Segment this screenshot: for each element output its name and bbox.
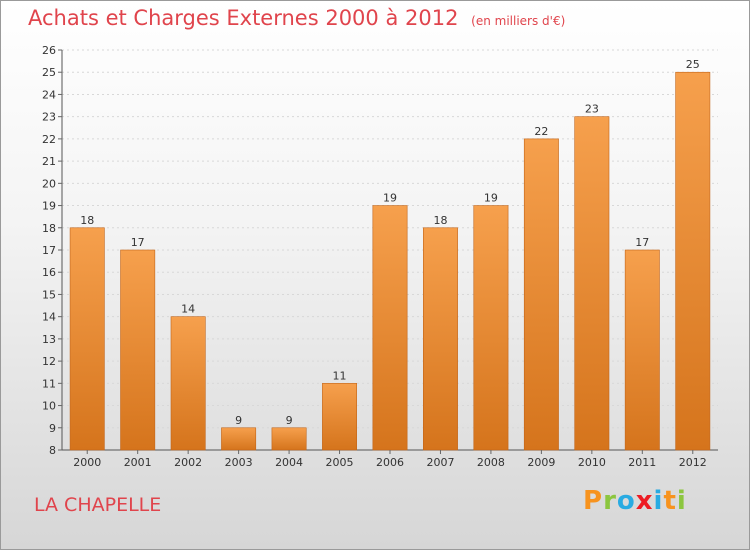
x-tick-label: 2010 (578, 456, 606, 469)
logo-letter: o (616, 486, 636, 516)
place-name: LA CHAPELLE (34, 494, 162, 516)
bar (523, 138, 559, 451)
bars: 18 17 14 9 9 11 19 18 19 22 23 17 25 (69, 58, 711, 451)
y-tick-label: 16 (42, 266, 56, 279)
x-tick-label: 2006 (376, 456, 404, 469)
y-tick-label: 10 (42, 400, 56, 413)
y-tick-label: 23 (42, 111, 56, 124)
chart-title-text: Achats et Charges Externes 2000 à 2012 (28, 6, 459, 30)
x-tick-label: 2004 (275, 456, 303, 469)
x-tick-label: 2011 (628, 456, 656, 469)
bar-value-label: 9 (286, 414, 293, 427)
bar (675, 71, 711, 451)
bar (322, 383, 357, 451)
logo-letter: i (653, 486, 664, 516)
x-tick-labels: 2000 2001 2002 2003 2004 2005 2006 2007 2008 2009… (73, 450, 707, 469)
y-tick-label: 8 (49, 444, 56, 457)
bar (372, 205, 408, 451)
bar-value-label: 23 (585, 103, 599, 116)
y-tick-label: 21 (42, 155, 56, 168)
x-tick-label: 2009 (527, 456, 555, 469)
bar-value-label: 9 (235, 414, 242, 427)
x-tick-label: 2012 (679, 456, 707, 469)
bar (574, 116, 610, 451)
x-tick-label: 2005 (326, 456, 354, 469)
y-tick-label: 19 (42, 200, 56, 213)
y-tick-label: 25 (42, 66, 56, 79)
y-tick-label: 13 (42, 333, 56, 346)
logo-letter: r (603, 486, 617, 516)
bar-value-label: 17 (131, 236, 145, 249)
y-tick-label: 11 (42, 377, 56, 390)
bar-value-label: 18 (433, 214, 447, 227)
proxiti-logo: Proxiti (583, 486, 687, 516)
y-tick-labels: 8 9 10 11 12 13 14 15 16 17 18 19 20 21 22 23 24 25 26 (42, 44, 62, 457)
bar (221, 427, 257, 451)
bar-value-label: 19 (383, 192, 397, 205)
chart-units: (en milliers d'€) (471, 14, 566, 28)
bar-value-label: 25 (686, 58, 700, 71)
bar-value-label: 14 (181, 303, 195, 316)
bar-value-label: 19 (484, 192, 498, 205)
x-tick-label: 2007 (426, 456, 454, 469)
chart-title: Achats et Charges Externes 2000 à 2012 (… (28, 6, 565, 30)
bar (120, 249, 156, 451)
bar (473, 205, 509, 451)
bar (624, 249, 660, 451)
bar-value-label: 18 (80, 214, 94, 227)
x-tick-label: 2000 (73, 456, 101, 469)
y-tick-label: 20 (42, 177, 56, 190)
bar (423, 227, 458, 451)
logo-letter: i (676, 486, 687, 516)
y-tick-label: 17 (42, 244, 56, 257)
y-tick-label: 26 (42, 44, 56, 57)
y-tick-label: 9 (49, 422, 56, 435)
y-tick-label: 15 (42, 288, 56, 301)
logo-letter: x (635, 486, 654, 516)
bar (271, 427, 307, 451)
bar-value-label: 22 (534, 125, 548, 138)
bar (170, 316, 206, 451)
x-tick-label: 2008 (477, 456, 505, 469)
y-tick-label: 22 (42, 133, 56, 146)
y-tick-label: 12 (42, 355, 56, 368)
bar-value-label: 11 (333, 369, 347, 382)
y-tick-label: 14 (42, 311, 56, 324)
logo-letter: P (583, 486, 604, 516)
x-tick-label: 2002 (174, 456, 202, 469)
x-tick-label: 2003 (225, 456, 253, 469)
bar-value-label: 17 (635, 236, 649, 249)
x-tick-label: 2001 (124, 456, 152, 469)
y-tick-label: 24 (42, 88, 56, 101)
logo-letter: t (663, 486, 677, 516)
y-tick-label: 18 (42, 222, 56, 235)
bar (69, 227, 105, 451)
